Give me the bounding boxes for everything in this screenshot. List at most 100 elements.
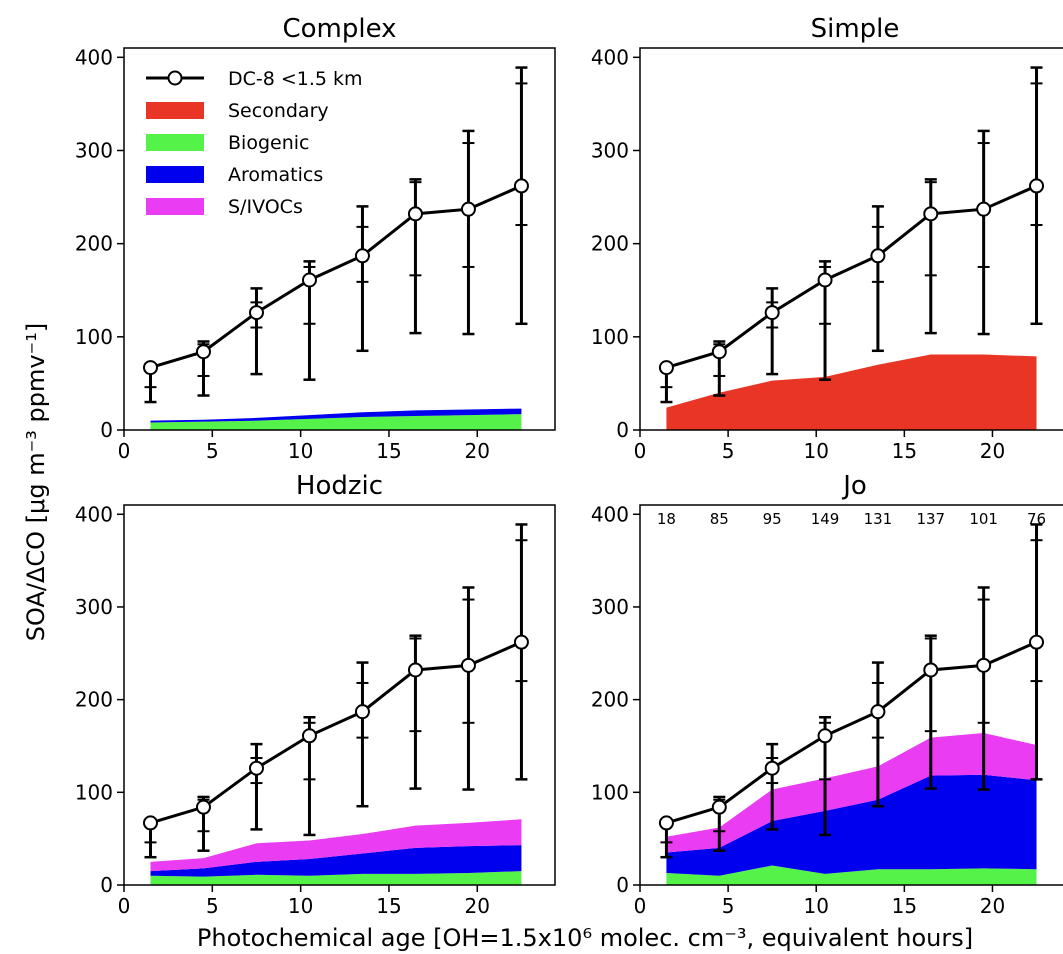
observation-point: [142, 360, 158, 376]
area-biogenic: [150, 871, 522, 885]
sample-count: 18: [657, 510, 676, 528]
y-tick-label: 0: [616, 873, 629, 897]
area-aromatics: [150, 845, 522, 877]
legend-patch-icon: [146, 134, 204, 151]
observation-point: [460, 657, 476, 673]
observation-point: [976, 201, 992, 217]
legend-label: S/IVOCs: [228, 196, 303, 218]
y-tick-label: 200: [591, 688, 629, 712]
y-tick-label: 0: [616, 418, 629, 442]
x-tick-label: 5: [722, 894, 735, 918]
legend-marker-icon: [167, 70, 183, 86]
x-tick-label: 15: [892, 894, 917, 918]
legend-patch-icon: [146, 166, 204, 183]
observation-point: [764, 305, 780, 321]
observation-point: [301, 728, 317, 744]
observation-point: [976, 657, 992, 673]
panel-title: Jo: [841, 471, 867, 501]
observation-point: [764, 760, 780, 776]
x-tick-label: 10: [804, 439, 829, 463]
x-tick-label: 15: [892, 439, 917, 463]
y-tick-label: 300: [591, 595, 629, 619]
y-tick-label: 0: [100, 873, 113, 897]
observation-point: [354, 704, 370, 720]
observation-point: [142, 815, 158, 831]
observation-point: [817, 728, 833, 744]
area-biogenic: [150, 414, 522, 430]
observation-point: [248, 305, 264, 321]
y-tick-label: 0: [100, 418, 113, 442]
legend-label: Biogenic: [228, 132, 309, 154]
observation-line: [666, 184, 1038, 370]
x-tick-label: 10: [804, 894, 829, 918]
sample-count: 101: [969, 510, 998, 528]
y-tick-label: 400: [591, 502, 629, 526]
observation-point: [248, 760, 264, 776]
sample-count: 76: [1027, 510, 1046, 528]
sample-count: 149: [811, 510, 840, 528]
area-aromatics: [150, 408, 522, 423]
observation-point: [658, 360, 674, 376]
observation-line: [666, 640, 1038, 825]
x-tick-label: 0: [118, 439, 131, 463]
observation-point: [870, 704, 886, 720]
area-aromatics: [666, 774, 1037, 876]
y-tick-label: 100: [591, 780, 629, 804]
x-tick-label: 5: [206, 894, 219, 918]
area-s-ivocs: [666, 733, 1037, 853]
observation-point: [513, 634, 529, 650]
y-tick-label: 100: [591, 325, 629, 349]
panel-title: Hodzic: [296, 471, 383, 501]
observation-point: [711, 344, 727, 360]
y-tick-label: 300: [75, 595, 113, 619]
x-tick-label: 0: [634, 894, 647, 918]
observation-point: [301, 272, 317, 288]
observation-point: [195, 344, 211, 360]
legend-patch-icon: [146, 102, 204, 119]
observation-line: [150, 184, 523, 370]
area-s-ivocs: [150, 819, 522, 872]
observation-point: [817, 272, 833, 288]
x-tick-label: 15: [376, 894, 401, 918]
legend-label: Secondary: [228, 100, 329, 122]
observation-point: [711, 799, 727, 815]
x-tick-label: 5: [722, 439, 735, 463]
y-tick-label: 200: [75, 232, 113, 256]
observation-line: [150, 640, 523, 825]
sample-count: 95: [763, 510, 782, 528]
observation-point: [870, 248, 886, 264]
panel-title: Simple: [811, 14, 900, 44]
x-tick-label: 20: [980, 894, 1005, 918]
y-tick-label: 400: [75, 45, 113, 69]
axes-frame: [123, 47, 556, 431]
observation-point: [354, 248, 370, 264]
y-tick-label: 100: [75, 780, 113, 804]
y-tick-label: 200: [75, 688, 113, 712]
observation-point: [195, 799, 211, 815]
observation-point: [460, 201, 476, 217]
x-tick-label: 20: [465, 894, 490, 918]
y-tick-label: 400: [75, 502, 113, 526]
sample-count: 85: [710, 510, 729, 528]
x-tick-label: 5: [206, 439, 219, 463]
legend-patch-icon: [146, 198, 204, 215]
legend-label: Aromatics: [228, 164, 323, 186]
observation-point: [658, 815, 674, 831]
observation-point: [1029, 634, 1045, 650]
y-tick-label: 300: [591, 138, 629, 162]
axes-frame: [123, 504, 556, 886]
y-tick-label: 400: [591, 45, 629, 69]
y-tick-label: 300: [75, 138, 113, 162]
axes-frame: [639, 47, 1063, 431]
x-tick-label: 0: [118, 894, 131, 918]
y-tick-label: 200: [591, 232, 629, 256]
observation-point: [1029, 178, 1045, 194]
sample-count: 131: [864, 510, 893, 528]
y-axis-label: SOA/ΔCO [μg m⁻³ ppmv⁻¹]: [22, 323, 50, 641]
observation-point: [923, 662, 939, 678]
x-tick-label: 0: [634, 439, 647, 463]
